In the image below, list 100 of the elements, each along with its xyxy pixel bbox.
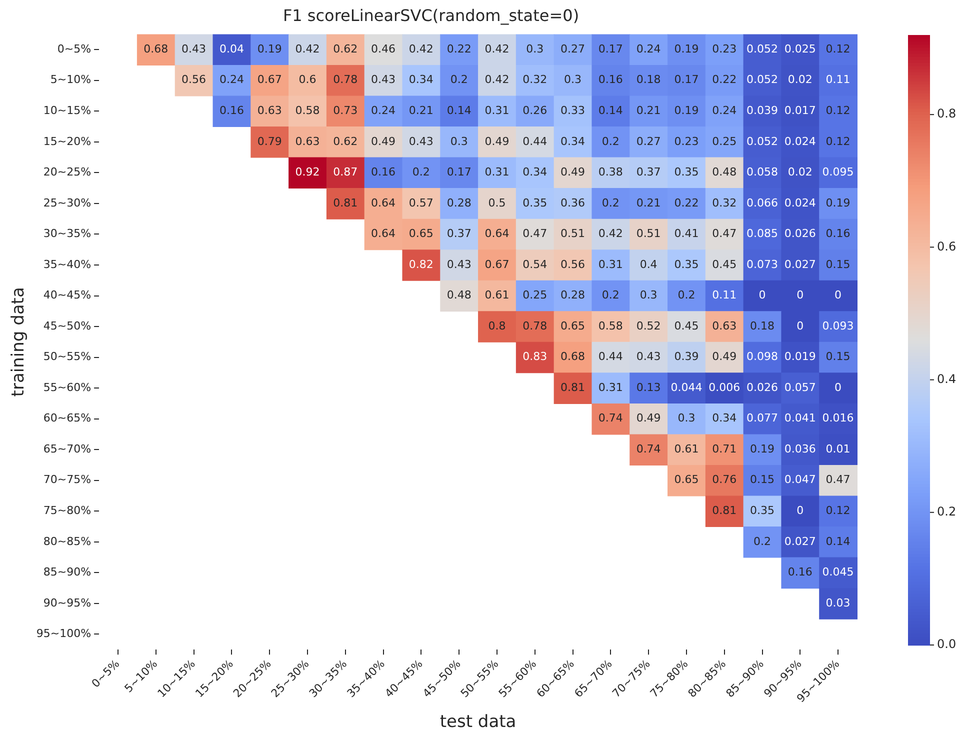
data-label: 0.62	[333, 134, 358, 148]
data-label: 0.49	[560, 166, 586, 179]
data-label: 0.15	[750, 473, 775, 486]
data-label: 0.51	[560, 227, 586, 240]
data-label: 0.057	[784, 380, 816, 394]
y-tick-label: 70~75%	[43, 473, 92, 486]
data-label: 0.073	[746, 258, 778, 271]
data-label: 0.024	[784, 134, 816, 148]
data-label: 0.74	[598, 412, 623, 425]
data-label: 0.87	[333, 166, 358, 179]
data-label: 0.44	[598, 350, 623, 364]
data-label: 0.3	[678, 412, 696, 425]
y-tick-label: 20~25%	[43, 166, 92, 179]
data-label: 0.79	[257, 134, 282, 148]
data-label: 0.4	[640, 258, 658, 271]
data-label: 0.31	[598, 258, 623, 271]
data-label: 0.46	[371, 42, 396, 56]
data-label: 0	[758, 288, 766, 302]
data-label: 0.61	[484, 288, 510, 302]
data-label: 0.48	[712, 166, 737, 179]
data-label: 0.093	[822, 319, 854, 332]
data-label: 0.68	[560, 350, 586, 364]
data-label: 0.65	[674, 473, 699, 486]
data-label: 0.63	[295, 134, 320, 148]
data-label: 0.18	[636, 73, 661, 86]
data-label: 0.74	[636, 442, 661, 456]
data-label: 0.3	[450, 134, 468, 148]
data-label: 0.32	[712, 196, 737, 210]
data-label: 0.12	[826, 104, 850, 117]
data-label: 0.62	[333, 42, 358, 56]
data-label: 0.027	[784, 258, 816, 271]
data-label: 0.83	[522, 350, 548, 364]
data-label: 0.24	[371, 104, 396, 117]
y-tick-label: 25~30%	[43, 196, 92, 210]
data-label: 0.42	[598, 227, 623, 240]
data-label: 0.64	[371, 227, 396, 240]
data-label: 0.12	[826, 42, 850, 56]
data-label: 0.019	[784, 350, 816, 364]
color-bar-label: 0.0	[937, 637, 956, 652]
data-label: 0	[834, 380, 842, 394]
data-label: 0.22	[712, 73, 737, 86]
data-label: 0.67	[484, 258, 510, 271]
data-label: 0.28	[446, 196, 472, 210]
data-label: 0.76	[712, 473, 737, 486]
data-label: 0.21	[636, 196, 661, 210]
color-bar-label: 0.2	[937, 504, 956, 519]
data-label: 0.33	[560, 104, 586, 117]
data-label: 0.47	[712, 227, 737, 240]
data-label: 0.58	[598, 319, 623, 332]
color-bar-label: 0.6	[937, 239, 956, 254]
data-label: 0.58	[295, 104, 320, 117]
data-label: 0.78	[522, 319, 548, 332]
data-label: 0.21	[636, 104, 661, 117]
data-label: 0.63	[712, 319, 737, 332]
data-label: 0.098	[746, 350, 778, 364]
data-label: 0.3	[640, 288, 658, 302]
data-label: 0.49	[636, 412, 661, 425]
data-label: 0.81	[712, 504, 737, 518]
data-label: 0.12	[826, 504, 850, 518]
data-label: 0.52	[636, 319, 661, 332]
y-tick-label: 15~20%	[43, 134, 92, 148]
y-tick-label: 55~60%	[43, 380, 92, 394]
y-tick-label: 0~5%	[57, 42, 92, 56]
data-label: 0.35	[522, 196, 548, 210]
data-label: 0.044	[670, 380, 702, 394]
data-label: 0.19	[257, 42, 282, 56]
data-label: 0.43	[408, 134, 434, 148]
data-label: 0.13	[636, 380, 661, 394]
data-label: 0.036	[784, 442, 816, 456]
data-label: 0.64	[371, 196, 396, 210]
data-label: 0.077	[746, 412, 778, 425]
data-label: 0.64	[484, 227, 510, 240]
y-tick-label: 45~50%	[43, 319, 92, 332]
data-label: 0.35	[674, 166, 699, 179]
data-label: 0.71	[712, 442, 737, 456]
data-label: 0.42	[484, 42, 510, 56]
data-label: 0.052	[746, 73, 778, 86]
data-label: 0.02	[788, 166, 812, 179]
data-label: 0.24	[219, 73, 244, 86]
data-label: 0.14	[446, 104, 472, 117]
data-label: 0.24	[636, 42, 661, 56]
y-tick-label: 65~70%	[43, 442, 92, 456]
data-label: 0.35	[750, 504, 775, 518]
data-label: 0.12	[826, 134, 850, 148]
data-label: 0.19	[826, 196, 850, 210]
data-label: 0.56	[182, 73, 206, 86]
data-label: 0.36	[560, 196, 586, 210]
data-label: 0	[796, 319, 804, 332]
data-label: 0.45	[674, 319, 699, 332]
data-label: 0.025	[784, 42, 816, 56]
data-label: 0.34	[408, 73, 434, 86]
color-bar-label: 0.8	[937, 106, 956, 121]
data-label: 0.19	[674, 42, 699, 56]
data-label: 0.63	[257, 104, 282, 117]
data-label: 0.73	[333, 104, 358, 117]
y-tick-label: 85~90%	[43, 566, 92, 579]
data-label: 0.39	[674, 350, 699, 364]
data-label: 0.16	[371, 166, 396, 179]
data-label: 0.34	[712, 412, 737, 425]
y-tick-label: 10~15%	[43, 104, 92, 117]
